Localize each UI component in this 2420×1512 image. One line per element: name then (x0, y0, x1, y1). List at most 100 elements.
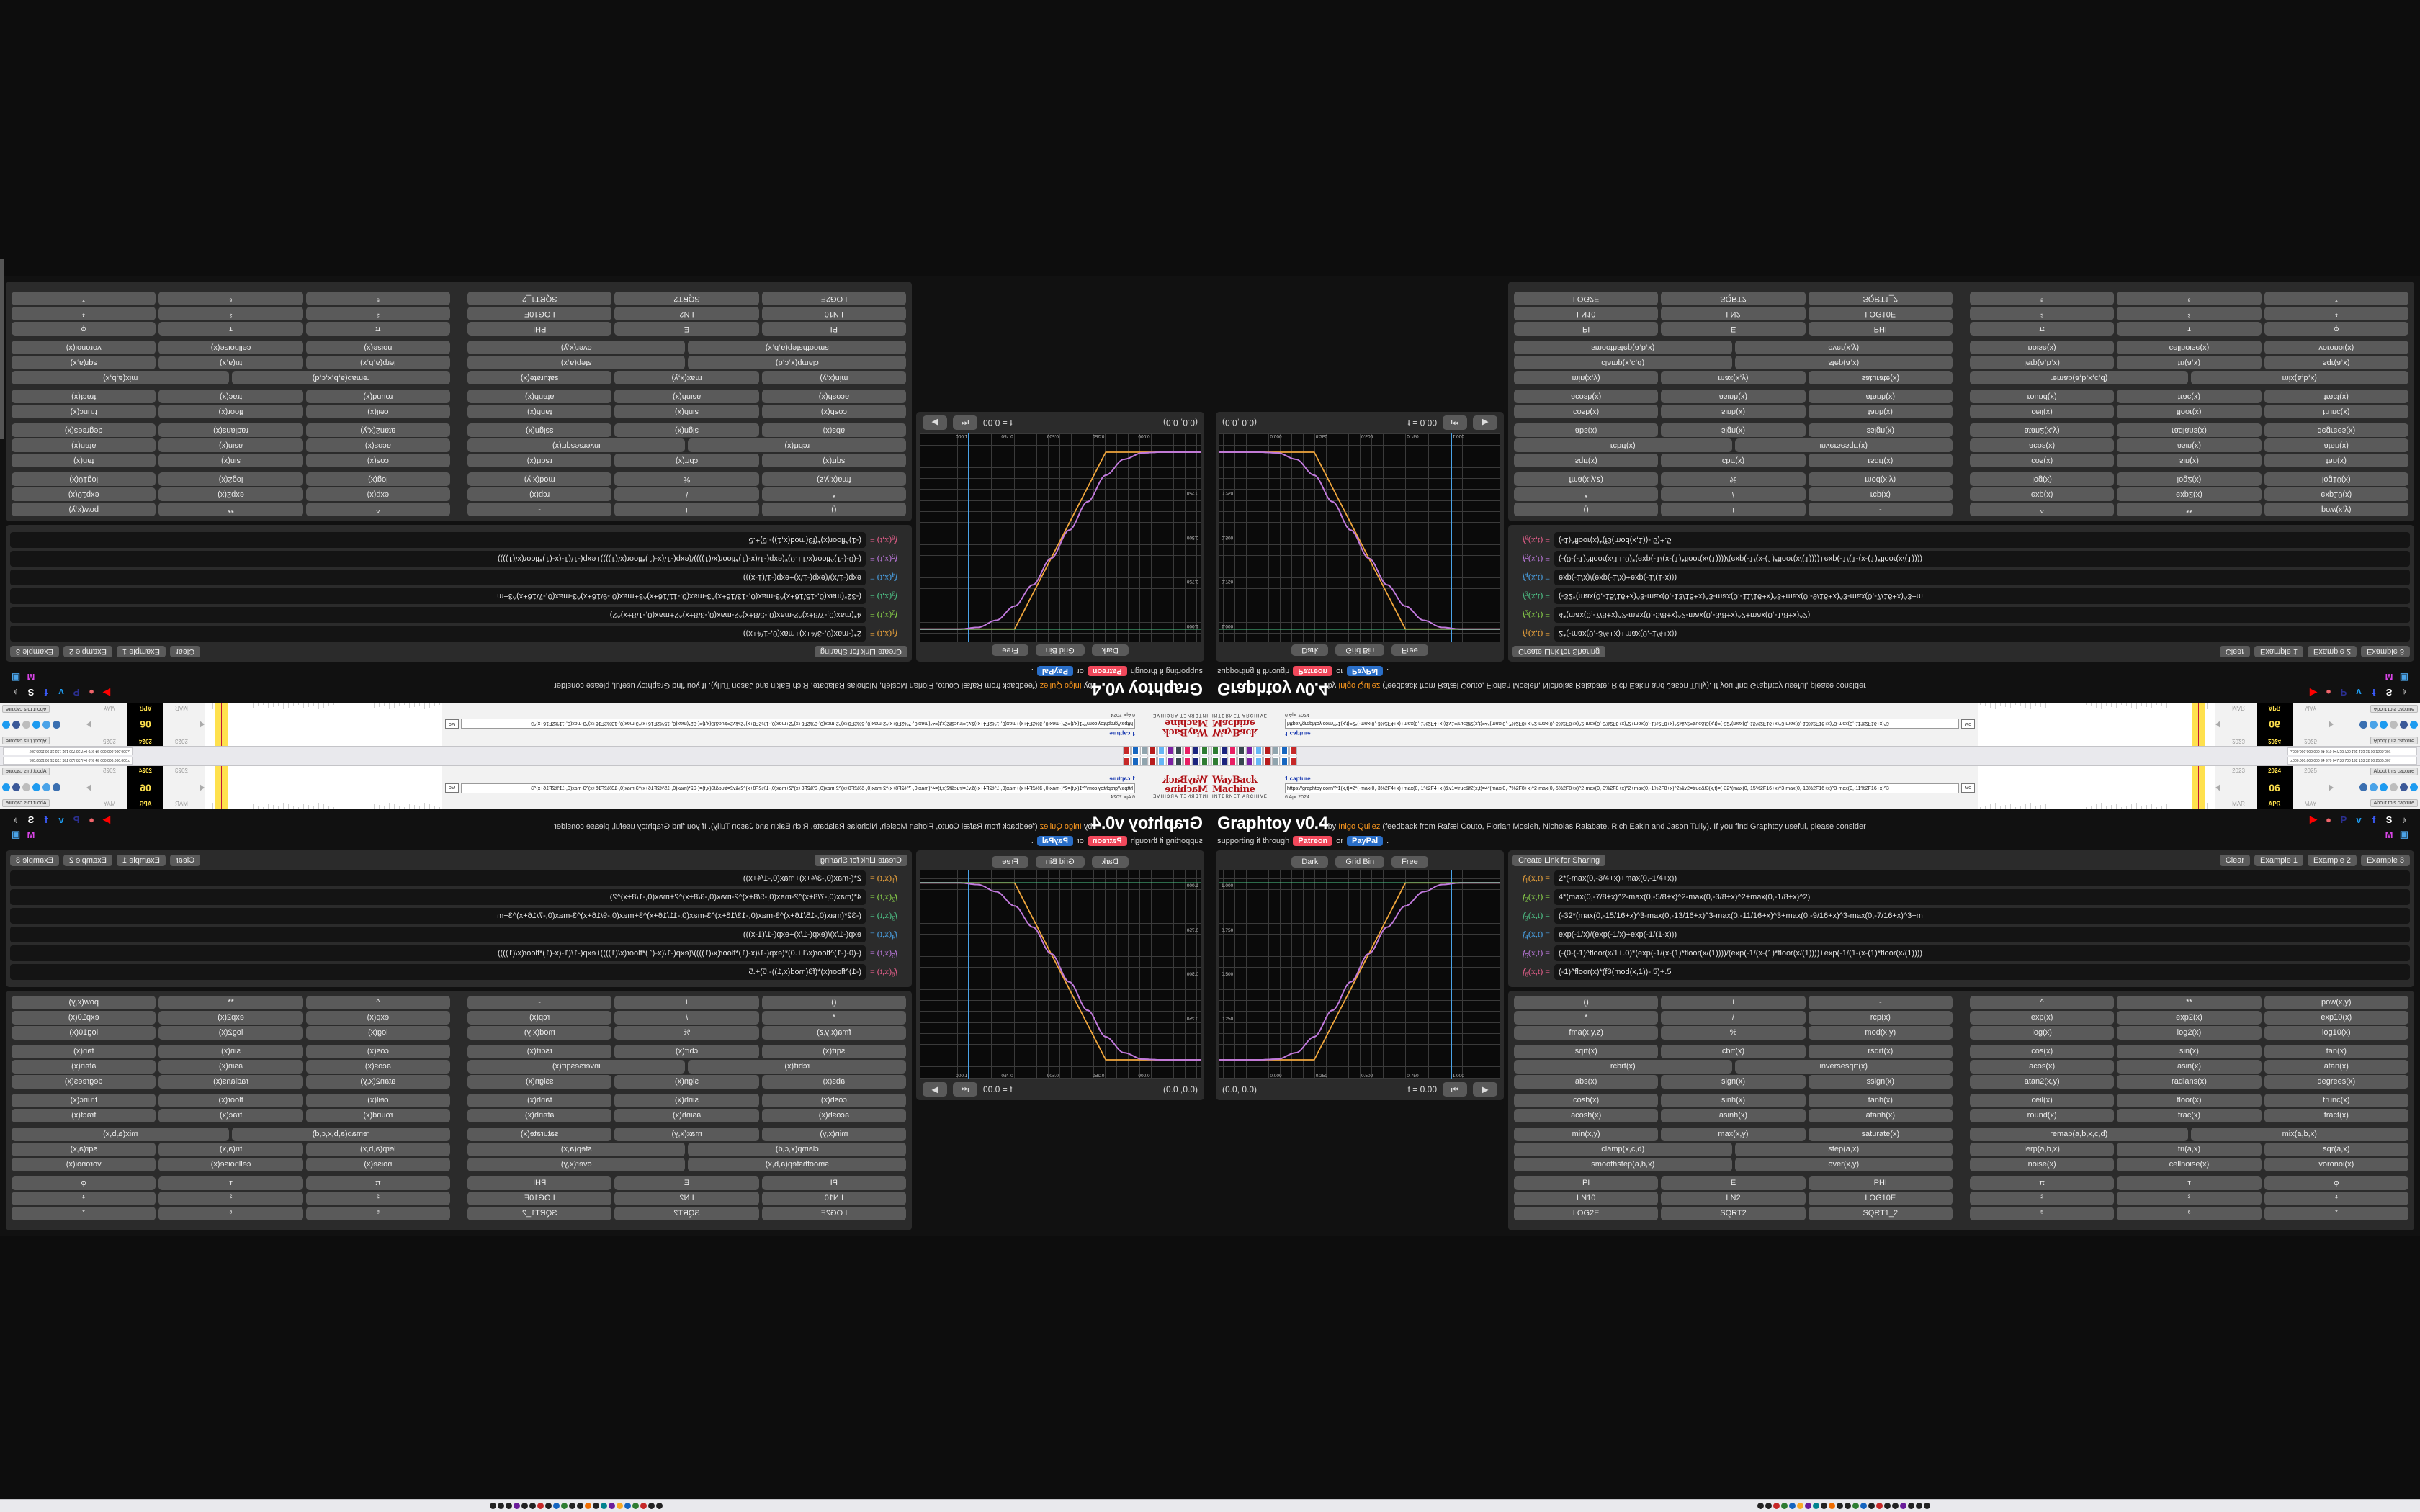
key-[interactable]: τ (2117, 1176, 2262, 1190)
rewind-button[interactable]: ⏮ (1443, 415, 1467, 430)
browser-tab[interactable] (1201, 747, 1209, 755)
twitter-icon[interactable] (2410, 721, 2418, 729)
facebook-icon[interactable]: f (44, 814, 48, 825)
wayback-go-button[interactable]: Go (1960, 719, 1975, 729)
key-cosh-x[interactable]: cosh(x) (761, 1094, 906, 1107)
key-lerp-a-b-x[interactable]: lerp(a,b,x) (1970, 1143, 2115, 1156)
wayback-go-button[interactable]: Go (445, 783, 460, 793)
key-ssign-x[interactable]: ssign(x) (467, 423, 612, 437)
example1-button[interactable]: Example 1 (116, 855, 166, 866)
key-atan2-x-y[interactable]: atan2(x,y) (305, 423, 450, 437)
formula-input-2[interactable]: 4*(max(0,-7/8+x)^2-max(0,-5/8+x)^2-max(0… (10, 889, 866, 905)
facebook-icon[interactable] (2400, 783, 2408, 791)
browser-tab[interactable] (1220, 747, 1228, 755)
taskbar-app-icon[interactable] (561, 1503, 568, 1509)
key-sqrt-x[interactable]: sqrt(x) (761, 454, 906, 467)
key-mix-a-b-x[interactable]: mix(a,b,x) (12, 1128, 230, 1141)
key-smoothstep-a-b-x[interactable]: smoothstep(a,b,x) (688, 341, 906, 354)
key-fract-x[interactable]: fract(x) (12, 390, 156, 403)
key-inversesqrt-x[interactable]: inversesqrt(x) (467, 1060, 686, 1074)
key-tanh-x[interactable]: tanh(x) (467, 405, 612, 418)
telegram-icon[interactable] (53, 721, 60, 729)
key-min-x-y[interactable]: min(x,y) (1514, 371, 1659, 384)
key-[interactable]: ⁶ (2117, 1207, 2262, 1220)
key-[interactable]: π (1970, 1176, 2115, 1190)
key-frac-x[interactable]: frac(x) (158, 1109, 303, 1122)
key-[interactable]: ⁴ (2264, 307, 2408, 320)
key-[interactable]: * (761, 1011, 906, 1025)
key-acosh-x[interactable]: acosh(x) (1514, 1109, 1659, 1122)
browser-tab[interactable] (1140, 757, 1148, 765)
key-inversesqrt-x[interactable]: inversesqrt(x) (467, 438, 686, 452)
key-[interactable]: ⁶ (158, 292, 303, 305)
example3-button[interactable]: Example 3 (10, 855, 59, 866)
key-log2e[interactable]: LOG2E (761, 1207, 906, 1220)
wayback-prev-arrow[interactable] (200, 703, 205, 746)
browser-tab[interactable] (1175, 747, 1183, 755)
clear-button[interactable]: Clear (169, 855, 201, 866)
key-log2e[interactable]: LOG2E (1514, 1207, 1659, 1220)
key-ceil-x[interactable]: ceil(x) (305, 405, 450, 418)
key-trunc-x[interactable]: trunc(x) (2264, 1094, 2408, 1107)
tiktok-icon[interactable]: ♪ (13, 687, 19, 698)
key-voronoi-x[interactable]: voronoi(x) (12, 1158, 156, 1171)
key-[interactable]: - (467, 503, 612, 516)
key-asinh-x[interactable]: asinh(x) (1661, 390, 1806, 403)
wayback-social-icons[interactable] (2360, 721, 2418, 729)
taskbar-app-icon[interactable] (1860, 1503, 1867, 1509)
key-saturate-x[interactable]: saturate(x) (467, 371, 612, 384)
key-[interactable]: ^ (1970, 503, 2115, 516)
key-log10e[interactable]: LOG10E (467, 307, 612, 320)
formula-input-4[interactable]: exp(-1/x)/(exp(-1/x)+exp(-1/(1-x))) (10, 570, 866, 585)
taskbar-app-icon[interactable] (656, 1503, 663, 1509)
key-[interactable]: ⁵ (305, 1207, 450, 1220)
taskbar-app-icon[interactable] (514, 1503, 520, 1509)
wayback-logo[interactable]: WayBack Machine INTERNET ARCHIVE (1210, 703, 1282, 746)
key-min-x-y[interactable]: min(x,y) (761, 371, 906, 384)
formula-input-5[interactable]: (-(0-(-1)^floor(x/1+.0)*(exp(-1/(x-(1)*f… (10, 945, 866, 961)
key-[interactable]: φ (12, 1176, 156, 1190)
facebook-icon[interactable]: f (2372, 814, 2376, 825)
key-log-x[interactable]: log(x) (305, 1026, 450, 1040)
key-ln2[interactable]: LN2 (614, 307, 759, 320)
taskbar-app-icon[interactable] (545, 1503, 552, 1509)
key-[interactable]: () (761, 503, 906, 516)
key-remap-a-b-x-c-d[interactable]: remap(a,b,x,c,d) (232, 371, 450, 384)
wayback-next-arrow[interactable] (2329, 703, 2334, 746)
canvas-free-button[interactable]: Free (992, 856, 1028, 868)
upload-icon[interactable] (42, 783, 50, 791)
key-acos-x[interactable]: acos(x) (1970, 438, 2115, 452)
key-fma-x-y-z[interactable]: fma(x,y,z) (1514, 472, 1659, 486)
formula-input-3[interactable]: (-32*(max(0,-15/16+x)^3-max(0,-13/16+x)^… (1554, 588, 2410, 604)
browser-url-box[interactable]: g.000.000.000.000 94 970 047 38 700 192 … (2287, 757, 2417, 765)
key-asinh-x[interactable]: asinh(x) (614, 1109, 759, 1122)
key-sign-x[interactable]: sign(x) (1661, 1075, 1806, 1089)
patreon-icon[interactable]: ● (2326, 814, 2331, 825)
wayback-year-selected[interactable]: 2024 06 APR (2257, 703, 2293, 746)
shadertoy-icon[interactable]: S (27, 814, 35, 825)
browser-tabstrip[interactable] (0, 756, 1210, 766)
paypal-button[interactable]: PayPal (1347, 666, 1384, 676)
canvas-free-button[interactable]: Free (1392, 644, 1428, 656)
key-[interactable]: / (614, 1011, 759, 1025)
paypal-button[interactable]: PayPal (1347, 836, 1384, 846)
taskbar-app-icon[interactable] (1821, 1503, 1827, 1509)
key-cellnoise-x[interactable]: cellnoise(x) (158, 341, 303, 354)
browser-tab[interactable] (1229, 747, 1237, 755)
key-acos-x[interactable]: acos(x) (305, 1060, 450, 1074)
key-trunc-x[interactable]: trunc(x) (12, 405, 156, 418)
key-tri-a-x[interactable]: tri(a,x) (2117, 1143, 2262, 1156)
key-fma-x-y-z[interactable]: fma(x,y,z) (761, 472, 906, 486)
key-abs-x[interactable]: abs(x) (761, 423, 906, 437)
key-atanh-x[interactable]: atanh(x) (1808, 390, 1953, 403)
key-mix-a-b-x[interactable]: mix(a,b,x) (2190, 371, 2408, 384)
key-radians-x[interactable]: radians(x) (2117, 1075, 2262, 1089)
taskbar-app-icon[interactable] (593, 1503, 599, 1509)
key-log-x[interactable]: log(x) (305, 472, 450, 486)
key-sin-x[interactable]: sin(x) (158, 1045, 303, 1058)
key-step-a-x[interactable]: step(a,x) (1734, 356, 1953, 369)
key-cosh-x[interactable]: cosh(x) (1514, 1094, 1659, 1107)
key-ln10[interactable]: LN10 (1514, 1192, 1659, 1205)
key-floor-x[interactable]: floor(x) (2117, 1094, 2262, 1107)
close-icon[interactable] (22, 783, 30, 791)
